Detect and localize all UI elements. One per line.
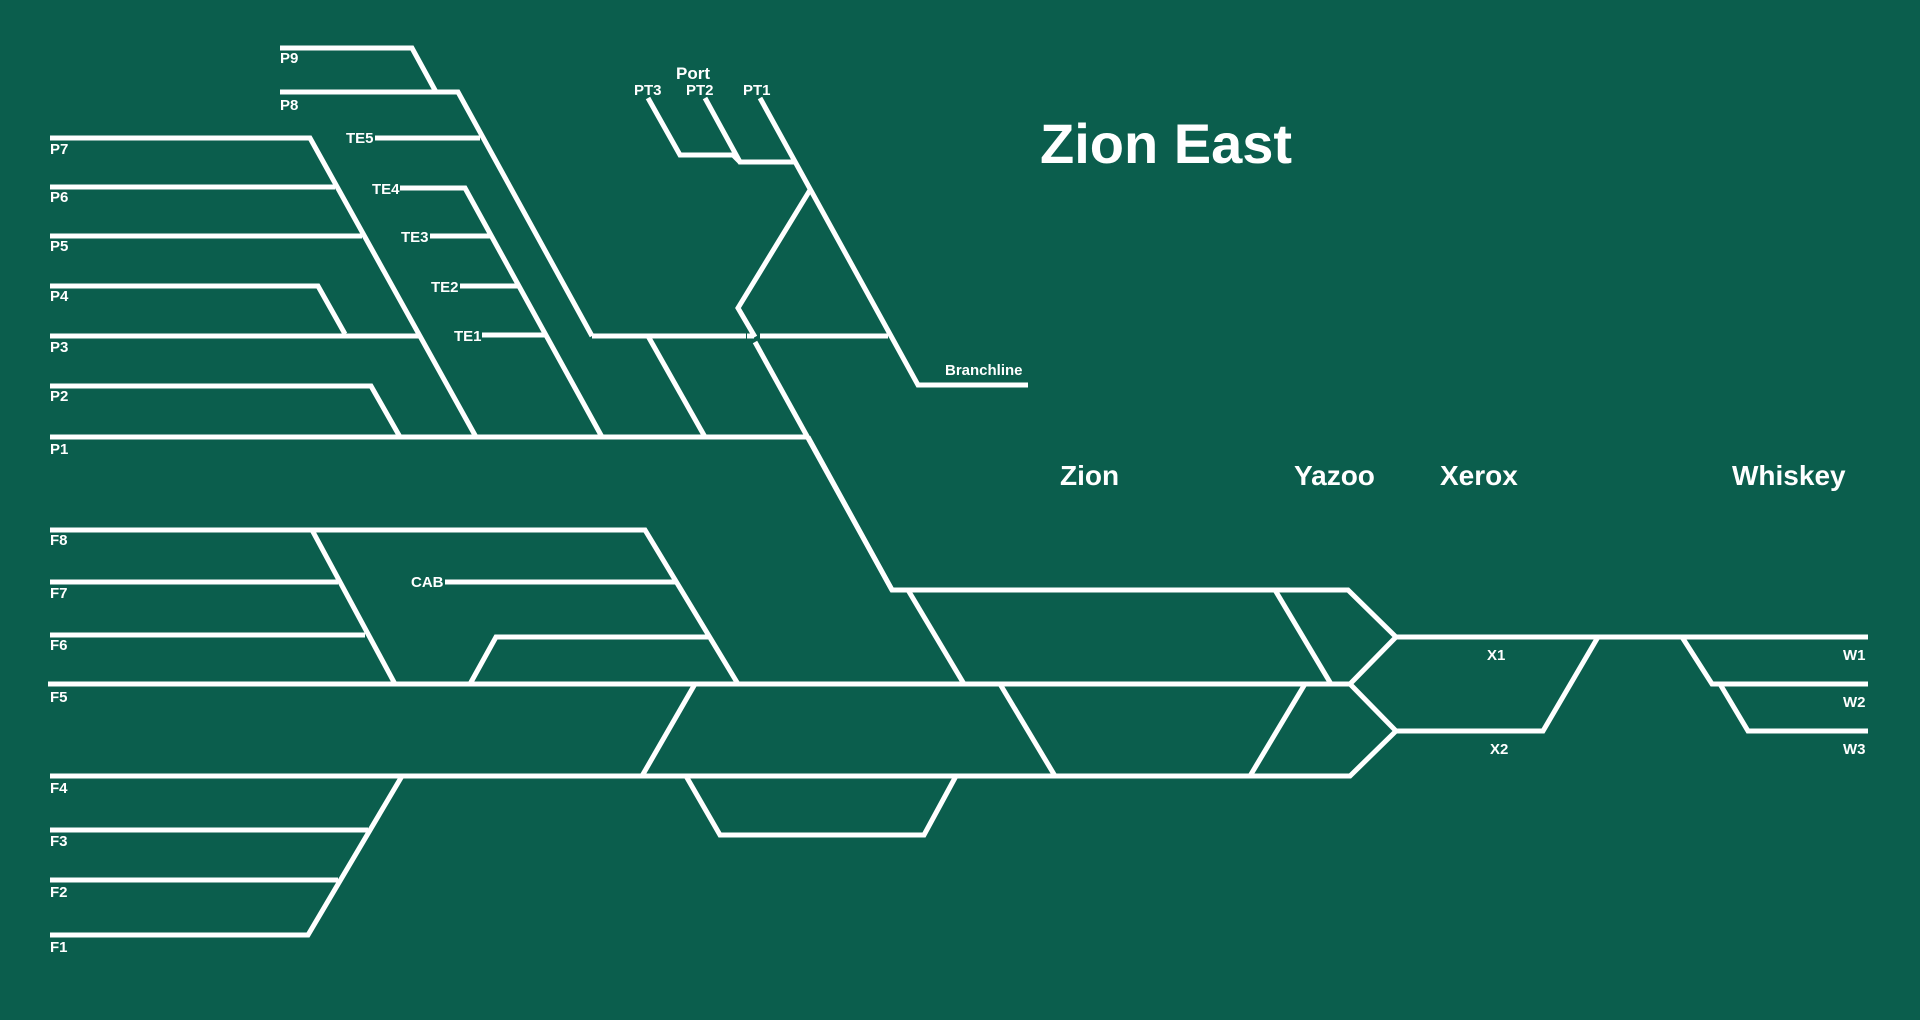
track-label-f1: F1 xyxy=(50,939,68,956)
track-yazoo-crossover-1 xyxy=(1272,588,1334,686)
whiskey-tracks xyxy=(1679,635,1868,734)
area-label-zion: Zion xyxy=(1060,460,1119,491)
track-label-w1: W1 xyxy=(1843,647,1866,664)
track-label-p3: P3 xyxy=(50,339,68,356)
track-pt1 xyxy=(757,96,1028,388)
track-label-f5: F5 xyxy=(50,689,68,706)
track-label-pt2: PT2 xyxy=(686,82,714,99)
track-label-p5: P5 xyxy=(50,238,68,255)
track-w3 xyxy=(1717,682,1868,734)
track-label-f3: F3 xyxy=(50,833,68,850)
area-label-whiskey: Whiskey xyxy=(1732,460,1846,491)
p-yard-tracks xyxy=(50,45,808,440)
track-label-branchline: Branchline xyxy=(945,362,1023,379)
track-main-descent xyxy=(805,435,1598,640)
track-pt3 xyxy=(645,96,742,164)
track-te4 xyxy=(400,185,605,439)
track-label-p1: P1 xyxy=(50,441,68,458)
track-label-f4: F4 xyxy=(50,780,68,797)
main-lines xyxy=(48,435,1868,779)
track-label-pt3: PT3 xyxy=(634,82,662,99)
track-label-x1: X1 xyxy=(1487,647,1505,664)
track-label-p8: P8 xyxy=(280,97,298,114)
track-zion-crossover-2 xyxy=(997,682,1058,778)
track-label-p6: P6 xyxy=(50,189,68,206)
area-label-yazoo: Yazoo xyxy=(1294,460,1375,491)
track-x2 xyxy=(1396,635,1601,734)
track-label-f6: F6 xyxy=(50,637,68,654)
track-label-te2: TE2 xyxy=(431,279,459,296)
track-label-te4: TE4 xyxy=(372,181,400,198)
track-f4 xyxy=(50,729,1398,779)
area-label-port: Port xyxy=(676,64,710,83)
track-yazoo-upper-fork xyxy=(1348,635,1398,686)
track-yazoo-lower-fork xyxy=(1348,682,1398,733)
track-label-te1: TE1 xyxy=(454,328,482,345)
track-label-w2: W2 xyxy=(1843,694,1866,711)
track-w2 xyxy=(1679,635,1868,687)
track-label-p9: P9 xyxy=(280,50,298,67)
track-label-x2: X2 xyxy=(1490,741,1508,758)
labels: Zion East Port Zion Yazoo Xerox Whiskey … xyxy=(50,50,1866,956)
f-yard-tracks xyxy=(50,527,959,938)
track-yazoo-crossover-2 xyxy=(1247,682,1308,778)
track-te-crossover xyxy=(645,334,708,439)
area-label-xerox: Xerox xyxy=(1440,460,1518,491)
track-f4-loop xyxy=(683,774,959,838)
track-pt2 xyxy=(702,96,795,165)
track-port-lead xyxy=(735,188,813,339)
track-label-w3: W3 xyxy=(1843,741,1866,758)
track-label-f2: F2 xyxy=(50,884,68,901)
track-p8 xyxy=(280,89,595,338)
track-zion-crossover-1 xyxy=(905,588,967,686)
track-f5-f4-crossover xyxy=(639,682,698,778)
track-label-p4: P4 xyxy=(50,288,69,305)
track-label-te3: TE3 xyxy=(401,229,429,246)
track-label-f7: F7 xyxy=(50,585,68,602)
track-p2 xyxy=(50,383,403,439)
track-f1 xyxy=(50,774,405,938)
track-label-cab: CAB xyxy=(411,574,444,591)
track-label-f8: F8 xyxy=(50,532,68,549)
page-title: Zion East xyxy=(1040,112,1292,175)
track-label-p2: P2 xyxy=(50,388,68,405)
track-label-p7: P7 xyxy=(50,141,68,158)
track-f8 xyxy=(50,527,741,686)
track-label-te5: TE5 xyxy=(346,130,374,147)
track-label-pt1: PT1 xyxy=(743,82,771,99)
track-p7 xyxy=(50,135,479,439)
track-p4 xyxy=(50,283,348,336)
track-p9 xyxy=(280,45,439,94)
track-f8-crossover xyxy=(309,528,398,686)
port-tracks xyxy=(645,96,1028,592)
track-cab-lower xyxy=(467,634,708,686)
